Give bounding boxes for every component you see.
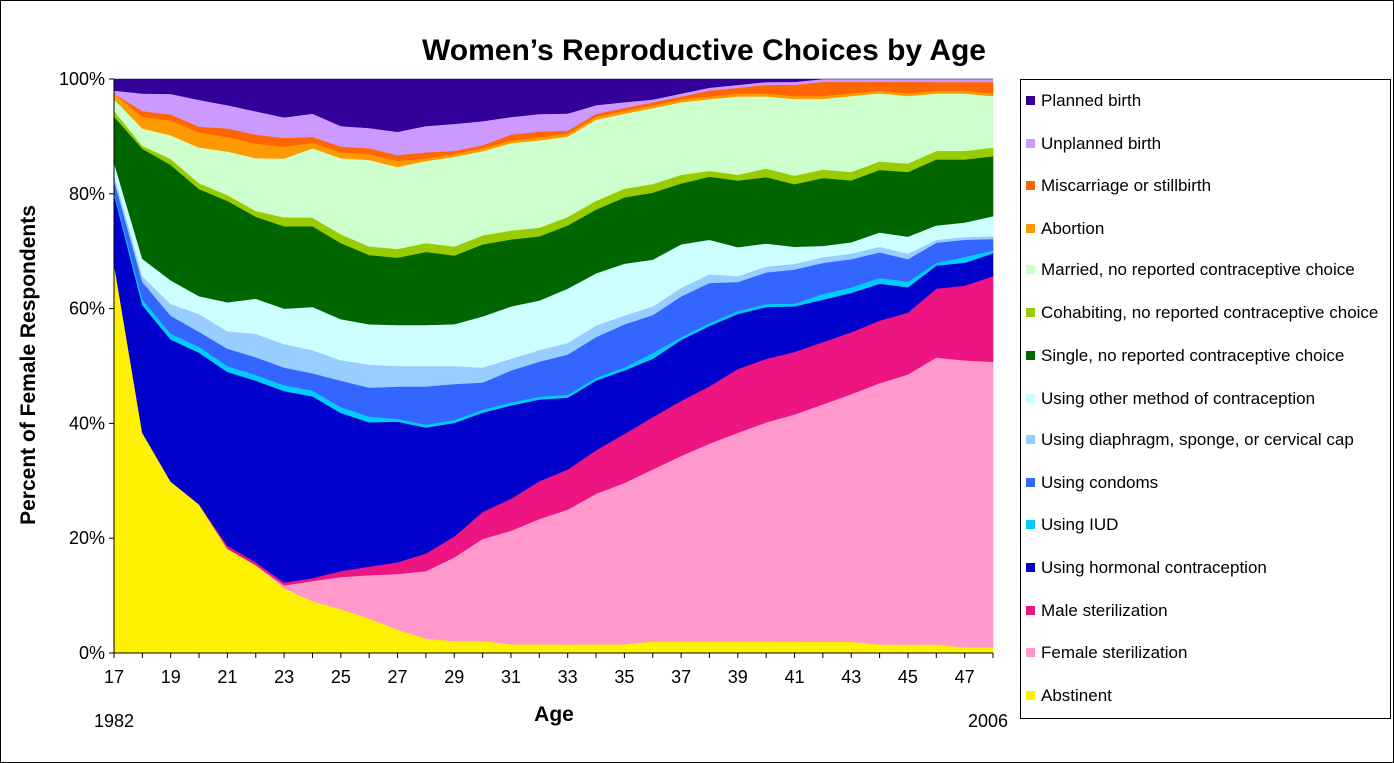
legend-label: Single, no reported contraceptive choice bbox=[1041, 346, 1345, 365]
y-tick-label: 0% bbox=[79, 643, 105, 663]
y-axis-title: Percent of Female Respondents bbox=[17, 205, 40, 525]
legend-swatch bbox=[1026, 394, 1035, 403]
x-tick-label: 17 bbox=[104, 667, 124, 687]
x-tick-label: 47 bbox=[955, 667, 975, 687]
chart-areas bbox=[113, 78, 994, 654]
legend-swatch bbox=[1026, 606, 1035, 615]
legend-swatch bbox=[1026, 96, 1035, 105]
x-tick-label: 29 bbox=[444, 667, 464, 687]
chart-title: Women’s Reproductive Choices by Age bbox=[422, 34, 986, 67]
legend-swatch bbox=[1026, 224, 1035, 233]
y-tick-label: 20% bbox=[69, 528, 105, 548]
legend-swatch bbox=[1026, 520, 1035, 529]
legend-swatch bbox=[1026, 648, 1035, 657]
legend-label: Using IUD bbox=[1041, 515, 1119, 534]
x-tick-label: 33 bbox=[558, 667, 578, 687]
legend: Planned birth Unplanned birth Miscarriage … bbox=[1020, 79, 1391, 719]
legend-swatch bbox=[1026, 478, 1035, 487]
x-tick-label: 27 bbox=[388, 667, 408, 687]
x-tick-label: 19 bbox=[161, 667, 181, 687]
legend-swatch bbox=[1026, 181, 1035, 190]
year-end-label: 2006 bbox=[968, 711, 1008, 731]
legend-swatch bbox=[1026, 563, 1035, 572]
y-tick-label: 80% bbox=[69, 184, 105, 204]
legend-swatch bbox=[1026, 691, 1035, 700]
x-tick-label: 41 bbox=[785, 667, 805, 687]
legend-label: Unplanned birth bbox=[1041, 134, 1162, 153]
legend-label: Abortion bbox=[1041, 219, 1105, 238]
legend-label: Miscarriage or stillbirth bbox=[1041, 176, 1212, 195]
legend-label: Planned birth bbox=[1041, 91, 1142, 110]
legend-swatch bbox=[1026, 139, 1035, 148]
area-series-14 bbox=[113, 78, 993, 133]
legend-swatch bbox=[1026, 435, 1035, 444]
legend-label: Female sterilization bbox=[1041, 643, 1188, 662]
y-tick-label: 60% bbox=[69, 299, 105, 319]
legend-label: Using diaphragm, sponge, or cervical cap bbox=[1041, 430, 1354, 449]
legend-swatch bbox=[1026, 351, 1035, 360]
legend-label: Abstinent bbox=[1041, 686, 1112, 705]
y-tick-label: 100% bbox=[59, 69, 105, 89]
y-tick-label: 40% bbox=[69, 413, 105, 433]
chart-axes: 0% 20% 40% 60% 80% 100% 17 19 21 23 25 27 29 31 33 35 37… bbox=[59, 69, 994, 687]
legend-label: Using hormonal contraception bbox=[1041, 558, 1267, 577]
legend-label: Male sterilization bbox=[1041, 601, 1168, 620]
year-start-label: 1982 bbox=[94, 711, 134, 731]
x-tick-label: 37 bbox=[671, 667, 691, 687]
x-axis-title: Age bbox=[534, 703, 574, 726]
legend-label: Using other method of contraception bbox=[1041, 389, 1316, 408]
legend-label: Married, no reported contraceptive choic… bbox=[1041, 260, 1355, 279]
x-tick-label: 39 bbox=[728, 667, 748, 687]
legend-label: Using condoms bbox=[1041, 473, 1159, 492]
x-tick-label: 21 bbox=[217, 667, 237, 687]
legend-swatch bbox=[1026, 265, 1035, 274]
x-tick-label: 23 bbox=[274, 667, 294, 687]
x-tick-label: 25 bbox=[331, 667, 351, 687]
x-tick-label: 31 bbox=[501, 667, 521, 687]
x-tick-label: 45 bbox=[898, 667, 918, 687]
legend-swatch bbox=[1026, 308, 1035, 317]
x-tick-label: 35 bbox=[614, 667, 634, 687]
x-tick-label: 43 bbox=[841, 667, 861, 687]
legend-label: Cohabiting, no reported contraceptive ch… bbox=[1041, 303, 1379, 322]
